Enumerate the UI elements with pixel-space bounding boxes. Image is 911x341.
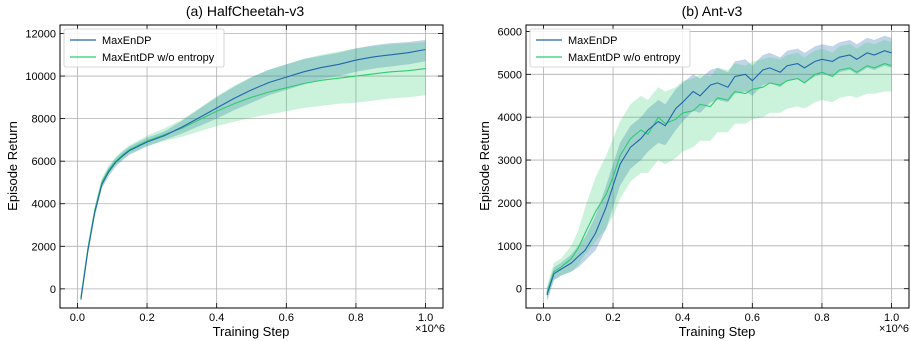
chart-title: (b) Ant-v3 — [682, 3, 743, 19]
x-tick-label: 0.2 — [605, 312, 620, 324]
x-tick: 0.8 — [814, 25, 830, 324]
y-tick: 0 — [50, 284, 443, 296]
x-tick-label: 0.8 — [814, 312, 829, 324]
legend: MaxEnDP MaxEntDP w/o entropy — [63, 28, 225, 68]
x-tick-label: 0.2 — [139, 312, 154, 324]
x-axis-label: Training Step — [679, 324, 756, 339]
y-tick-label: 0 — [50, 284, 56, 296]
y-tick-label: 12000 — [25, 29, 56, 41]
series-line-1 — [546, 63, 892, 294]
confidence-band-0 — [80, 39, 426, 303]
x-tick-label: 1.0 — [418, 312, 433, 324]
y-tick: 8000 — [32, 114, 443, 126]
x-scale-label: ×10^6 — [879, 323, 909, 335]
y-tick-label: 0 — [516, 284, 522, 296]
x-tick-label: 0.0 — [536, 312, 551, 324]
y-tick: 6000 — [32, 156, 443, 168]
x-tick: 0.6 — [279, 25, 294, 324]
x-scale-label: ×10^6 — [415, 323, 445, 335]
y-axis: 0 2000 4000 6000 8000 10000 12000 — [25, 29, 443, 296]
confidence-band-1 — [546, 40, 892, 300]
y-tick: 0 — [516, 284, 909, 296]
x-tick-label: 1.0 — [884, 312, 899, 324]
series-line-0 — [80, 48, 426, 300]
x-tick: 1.0 — [418, 25, 433, 324]
x-tick: 1.0 — [884, 25, 899, 324]
x-tick: 0.8 — [348, 25, 364, 324]
chart-panel-halfcheetah: (a) HalfCheetah-v3 0.0 0.2 0.4 0.6 0.8 1.0 0 2… — [5, 3, 445, 339]
y-tick-label: 6000 — [498, 26, 522, 38]
grid-lines — [60, 25, 443, 308]
y-tick: 2000 — [32, 241, 443, 253]
y-axis: 0 1000 2000 3000 4000 5000 6000 — [498, 26, 909, 296]
y-tick-label: 5000 — [498, 69, 522, 81]
y-tick-label: 2000 — [32, 241, 56, 253]
x-tick-label: 0.6 — [745, 312, 760, 324]
confidence-bands — [80, 39, 426, 303]
x-tick-label: 0.0 — [70, 312, 85, 324]
y-tick-label: 2000 — [498, 198, 522, 210]
x-axis-label: Training Step — [213, 324, 290, 339]
legend-label-no-entropy: MaxEntDP w/o entropy — [102, 52, 215, 64]
series-line-1 — [80, 68, 426, 298]
y-tick-label: 4000 — [498, 112, 522, 124]
y-tick-label: 8000 — [32, 114, 56, 126]
confidence-band-1 — [80, 42, 426, 301]
series-lines — [546, 50, 892, 296]
legend-box — [63, 28, 225, 68]
y-tick: 3000 — [498, 155, 909, 167]
y-tick: 10000 — [25, 71, 443, 83]
series-lines — [80, 48, 426, 300]
x-axis: 0.0 0.2 0.4 0.6 0.8 1.0 — [536, 25, 899, 324]
y-tick: 4000 — [32, 199, 443, 211]
y-tick-label: 3000 — [498, 155, 522, 167]
x-tick-label: 0.4 — [209, 312, 224, 324]
legend-box — [529, 28, 691, 68]
x-tick-label: 0.6 — [279, 312, 294, 324]
series-line-0 — [546, 50, 892, 296]
plot-frame — [525, 24, 910, 309]
y-tick: 1000 — [498, 241, 909, 253]
x-tick: 0.6 — [745, 25, 760, 324]
legend-label-no-entropy: MaxEntDP w/o entropy — [568, 52, 681, 64]
legend-label-maxendp: MaxEnDP — [568, 35, 618, 47]
x-axis: 0.0 0.2 0.4 0.6 0.8 1.0 — [70, 25, 433, 324]
x-tick-label: 0.8 — [348, 312, 363, 324]
plot-frame — [59, 24, 444, 309]
chart-panel-ant: (b) Ant-v3 0.0 0.2 0.4 0.6 0.8 1.0 0 1000 2000 3… — [477, 3, 910, 339]
y-axis-label: Episode Return — [477, 121, 492, 211]
legend: MaxEnDP MaxEntDP w/o entropy — [529, 28, 691, 68]
legend-label-maxendp: MaxEnDP — [102, 35, 152, 47]
x-tick-label: 0.4 — [675, 312, 690, 324]
y-tick: 2000 — [498, 198, 909, 210]
y-axis-label: Episode Return — [5, 121, 20, 211]
y-tick: 5000 — [498, 69, 909, 81]
y-tick-label: 1000 — [498, 241, 522, 253]
confidence-bands — [546, 35, 892, 302]
y-tick-label: 6000 — [32, 156, 56, 168]
y-tick-label: 10000 — [25, 71, 56, 83]
chart-title: (a) HalfCheetah-v3 — [186, 3, 304, 19]
x-tick: 0.2 — [139, 25, 155, 324]
y-tick: 4000 — [498, 112, 909, 124]
y-tick-label: 4000 — [32, 199, 56, 211]
